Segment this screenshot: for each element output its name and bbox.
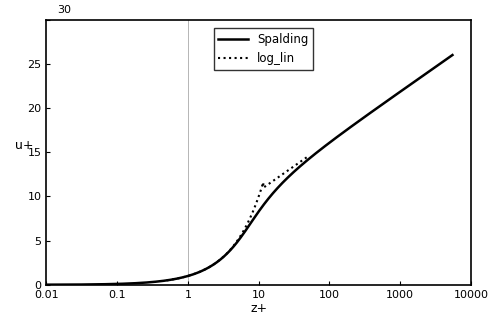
Spalding	[367, 111, 372, 115]
Spalding	[267, 195, 273, 199]
Spalding	[391, 94, 397, 98]
log_lin	[229, 246, 235, 250]
log_lin	[305, 154, 311, 158]
Legend: Spalding, log_lin: Spalding, log_lin	[214, 28, 313, 70]
Y-axis label: u+: u+	[15, 139, 34, 152]
log_lin	[233, 241, 239, 245]
log_lin	[275, 176, 281, 179]
Line: log_lin: log_lin	[166, 156, 308, 280]
Spalding	[336, 134, 342, 137]
Spalding	[234, 241, 240, 245]
Spalding	[450, 53, 455, 57]
X-axis label: z+: z+	[250, 302, 267, 316]
Line: Spalding: Spalding	[0, 55, 453, 285]
log_lin	[301, 157, 307, 161]
log_lin	[164, 278, 169, 282]
log_lin	[301, 157, 307, 161]
Text: 30: 30	[57, 5, 72, 15]
log_lin	[171, 277, 177, 281]
Spalding	[321, 145, 327, 149]
